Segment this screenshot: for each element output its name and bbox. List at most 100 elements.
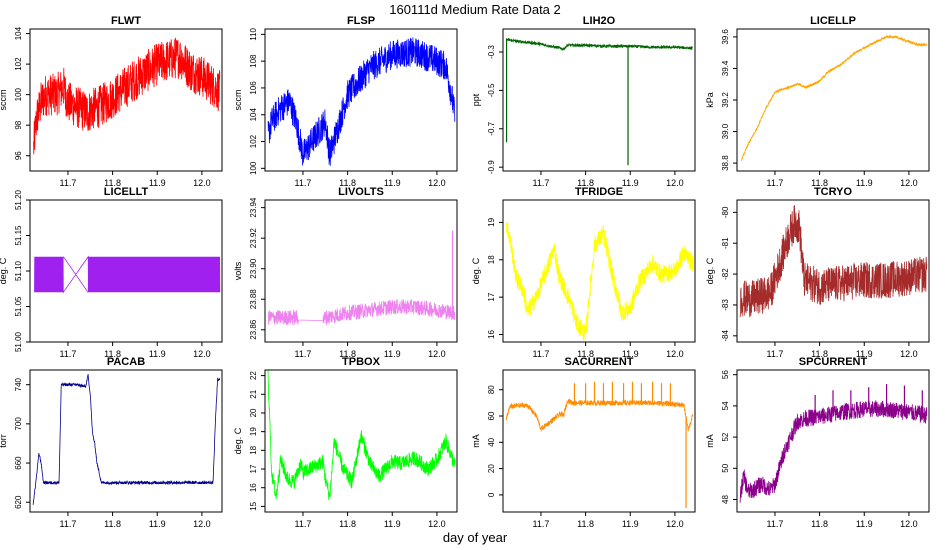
y-axis-label: volts bbox=[233, 261, 243, 280]
x-tick-label: 11.7 bbox=[295, 519, 312, 529]
chart-tfridge: TFRIDGE deg. C 11.7 11.8 11.9 12.0 16 17 18 19 bbox=[471, 186, 696, 359]
series-line bbox=[505, 221, 694, 342]
y-tick-label: 620 bbox=[14, 495, 23, 509]
x-tick-label: 11.9 bbox=[149, 519, 166, 529]
x-tick-label: 11.7 bbox=[60, 519, 77, 529]
y-tick-label: -83 bbox=[721, 299, 730, 311]
chart-title: SACURRENT bbox=[564, 356, 633, 368]
y-axis-label: deg. C bbox=[471, 257, 481, 284]
x-tick-label: 11.7 bbox=[533, 178, 550, 188]
y-tick-label: -0.7 bbox=[487, 121, 496, 135]
series-line bbox=[32, 374, 221, 505]
x-tick-label: 11.8 bbox=[104, 519, 121, 529]
x-tick-label: 12.0 bbox=[428, 178, 446, 188]
chart-pacab: PACAB torr 11.7 11.8 11.9 12.0 620 660 700 740 bbox=[0, 356, 223, 529]
y-tick-label: -81 bbox=[721, 237, 730, 249]
x-tick-label: 11.9 bbox=[622, 519, 639, 529]
y-tick-label: 51.10 bbox=[14, 260, 23, 281]
y-axis-label: mA bbox=[705, 434, 715, 448]
y-tick-label: -0.3 bbox=[487, 45, 496, 59]
x-tick-label: 12.0 bbox=[900, 519, 918, 529]
y-tick-label: 700 bbox=[14, 417, 23, 431]
chart-title: LIH2O bbox=[583, 15, 616, 27]
chart-title: LICELLT bbox=[104, 186, 149, 198]
x-tick-label: 11.9 bbox=[856, 349, 873, 359]
chart-title: TFRIDGE bbox=[575, 186, 623, 198]
x-tick-label: 12.0 bbox=[193, 178, 211, 188]
plot-frame bbox=[736, 369, 930, 513]
x-tick-label: 12.0 bbox=[193, 349, 211, 359]
y-axis-label: torr bbox=[0, 434, 8, 448]
y-tick-label: 20 bbox=[487, 464, 496, 473]
y-axis-label: kPa bbox=[705, 92, 715, 108]
y-tick-label: 39.0 bbox=[721, 123, 730, 139]
chart-flwt: FLWT sccm 11.7 11.8 11.9 12.0 96 98 100 102 104 bbox=[0, 15, 223, 188]
chart-title: LIVOLTS bbox=[338, 186, 384, 198]
y-tick-label: 23.92 bbox=[249, 228, 258, 249]
y-axis-label: deg. C bbox=[705, 257, 715, 284]
chart-licellp: LICELLP kPa 11.7 11.8 11.9 12.0 38.8 39.0 39.2 39… bbox=[705, 15, 930, 188]
x-tick-label: 11.8 bbox=[811, 178, 828, 188]
y-tick-label: 660 bbox=[14, 456, 23, 470]
x-axis-label: day of year bbox=[442, 530, 508, 545]
y-tick-label: 22 bbox=[249, 371, 258, 380]
x-tick-label: 11.7 bbox=[295, 349, 312, 359]
chart-title: LICELLP bbox=[810, 15, 856, 27]
x-tick-label: 11.7 bbox=[533, 349, 550, 359]
y-tick-label: 98 bbox=[14, 120, 23, 129]
plot-frame bbox=[264, 28, 458, 172]
y-tick-label: 51.05 bbox=[14, 296, 23, 317]
chart-licellt: LICELLT deg. C 11.7 11.8 11.9 12.0 51.00 51.05 5… bbox=[0, 186, 223, 359]
y-tick-label: 100 bbox=[249, 161, 258, 175]
x-tick-label: 12.0 bbox=[428, 519, 446, 529]
series-line bbox=[267, 299, 456, 326]
plot-frame bbox=[29, 369, 223, 513]
y-axis-label: sccm bbox=[0, 90, 8, 111]
y-tick-label: 17 bbox=[249, 464, 258, 473]
x-tick-label: 11.9 bbox=[622, 349, 639, 359]
x-tick-label: 11.7 bbox=[767, 178, 784, 188]
y-tick-label: 50 bbox=[721, 463, 730, 472]
x-tick-label: 12.0 bbox=[428, 349, 446, 359]
y-tick-label: 51.00 bbox=[14, 331, 23, 352]
plot-frame bbox=[502, 369, 696, 513]
series-line bbox=[34, 255, 221, 294]
x-tick-label: 11.7 bbox=[60, 349, 77, 359]
x-tick-label: 11.8 bbox=[577, 178, 594, 188]
x-tick-label: 11.7 bbox=[767, 519, 784, 529]
plot-frame bbox=[264, 199, 458, 343]
y-tick-label: 104 bbox=[14, 26, 23, 40]
y-tick-label: 39.4 bbox=[721, 60, 730, 76]
plot-frame bbox=[736, 28, 930, 172]
x-tick-label: 11.9 bbox=[856, 519, 873, 529]
y-tick-label: -0.5 bbox=[487, 83, 496, 97]
y-tick-label: 19 bbox=[487, 217, 496, 226]
figure-title: 160111d Medium Rate Data 2 bbox=[389, 2, 561, 17]
x-tick-label: 11.7 bbox=[767, 349, 784, 359]
y-tick-label: 56 bbox=[721, 370, 730, 379]
y-tick-label: 108 bbox=[249, 54, 258, 68]
y-tick-label: 19 bbox=[249, 427, 258, 436]
chart-tcryo: TCRYO deg. C 11.7 11.8 11.9 12.0 -84 -83 -82 -81 -… bbox=[705, 186, 930, 359]
y-tick-label: 106 bbox=[249, 81, 258, 95]
x-tick-label: 11.7 bbox=[295, 178, 312, 188]
series-line bbox=[267, 370, 456, 500]
y-tick-label: 0 bbox=[487, 492, 496, 497]
chart-title: TPBOX bbox=[342, 356, 381, 368]
x-tick-label: 11.8 bbox=[339, 349, 356, 359]
y-tick-label: 104 bbox=[249, 108, 258, 122]
y-tick-label: 102 bbox=[249, 134, 258, 148]
y-axis-label: deg. C bbox=[233, 427, 243, 454]
y-tick-label: 23.94 bbox=[249, 197, 258, 218]
y-tick-label: -82 bbox=[721, 268, 730, 280]
chart-title: TCRYO bbox=[814, 186, 853, 198]
chart-tpbox: TPBOX deg. C 11.7 11.8 11.9 12.0 15 16 17 18 19 20 2… bbox=[233, 356, 458, 529]
x-tick-label: 11.9 bbox=[384, 349, 401, 359]
y-tick-label: 96 bbox=[14, 151, 23, 160]
y-tick-label: 80 bbox=[487, 385, 496, 394]
y-tick-label: -84 bbox=[721, 329, 730, 341]
y-axis-label: mA bbox=[471, 434, 481, 448]
plot-frame bbox=[264, 369, 458, 513]
x-tick-label: 11.8 bbox=[577, 519, 594, 529]
